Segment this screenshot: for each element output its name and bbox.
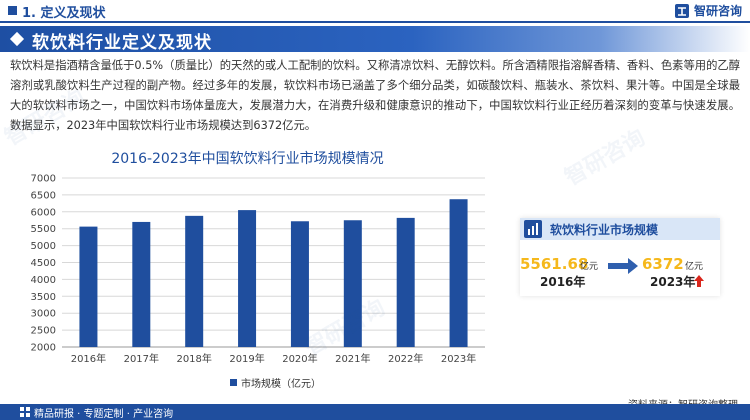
market-size-card: 软饮料行业市场规模 (520, 218, 720, 296)
footer-text: 精品研报 · 专题定制 · 产业咨询 (34, 409, 174, 420)
start-unit: 亿元 (580, 262, 599, 272)
bar (290, 221, 309, 347)
bar (79, 226, 98, 347)
bar (185, 215, 204, 347)
chart-title: 2016-2023年中国软饮料行业市场规模情况 (111, 151, 384, 167)
end-year: 2023年 (650, 275, 696, 289)
y-tick-label: 5000 (31, 241, 56, 252)
brand-name: 智研咨询 (693, 4, 742, 18)
x-tick-label: 2016年 (71, 352, 106, 365)
grid-icon (20, 407, 30, 417)
card-header: 软饮料行业市场规模 (520, 218, 720, 240)
y-tick-label: 4500 (31, 258, 56, 269)
y-tick-label: 6500 (31, 190, 56, 201)
page-title: 软饮料行业定义及现状 (32, 33, 212, 53)
brand: 智研咨询 (674, 2, 742, 19)
chart-bars-icon (524, 220, 542, 238)
end-value: 6372 (642, 255, 684, 273)
footer-bar: 精品研报 · 专题定制 · 产业咨询 (0, 404, 750, 420)
legend-swatch (230, 379, 237, 386)
section-label: 1. 定义及现状 (22, 6, 106, 21)
y-tick-label: 3000 (31, 309, 56, 320)
header-divider (0, 21, 750, 23)
bar (449, 199, 468, 347)
x-tick-label: 2019年 (229, 352, 264, 365)
y-tick-label: 4000 (31, 275, 56, 286)
end-unit: 亿元 (685, 262, 704, 272)
start-value: 5561.68 (520, 255, 589, 273)
arrow-up-icon (694, 275, 704, 287)
section-marker (8, 6, 17, 15)
card-title: 软饮料行业市场规模 (550, 223, 659, 237)
x-tick-label: 2020年 (282, 352, 317, 365)
top-bar: 1. 定义及现状 智研咨询 (0, 0, 750, 22)
x-tick-label: 2021年 (335, 352, 370, 365)
x-tick-label: 2017年 (124, 352, 159, 365)
y-tick-label: 5500 (31, 224, 56, 235)
y-tick-label: 3500 (31, 292, 56, 303)
y-tick-label: 6000 (31, 207, 56, 218)
start-year: 2016年 (540, 275, 586, 289)
y-tick-label: 2000 (31, 343, 56, 354)
bar (343, 220, 362, 347)
arrow-right-icon (608, 258, 638, 274)
bar (396, 217, 415, 347)
x-tick-label: 2018年 (176, 352, 211, 365)
legend-label: 市场规模（亿元） (241, 379, 321, 390)
x-tick-label: 2023年 (441, 352, 476, 365)
x-tick-label: 2022年 (388, 352, 423, 365)
intro-paragraph: 软饮料是指酒精含量低于0.5%（质量比）的天然的或人工配制的饮料。又称清凉饮料、… (10, 59, 740, 132)
y-tick-label: 7000 (31, 174, 56, 185)
bar (132, 221, 151, 347)
diamond-icon (9, 31, 25, 47)
bar-chart: 2000 2500 3000 3500 4000 4500 5000 5500 6000 6500… (31, 174, 485, 365)
y-tick-label: 2500 (31, 326, 56, 337)
chart-legend: 市场规模（亿元） (230, 375, 321, 390)
bar (238, 210, 257, 347)
brand-logo-icon (674, 3, 689, 18)
title-bar: 软饮料行业定义及现状 (0, 26, 750, 53)
